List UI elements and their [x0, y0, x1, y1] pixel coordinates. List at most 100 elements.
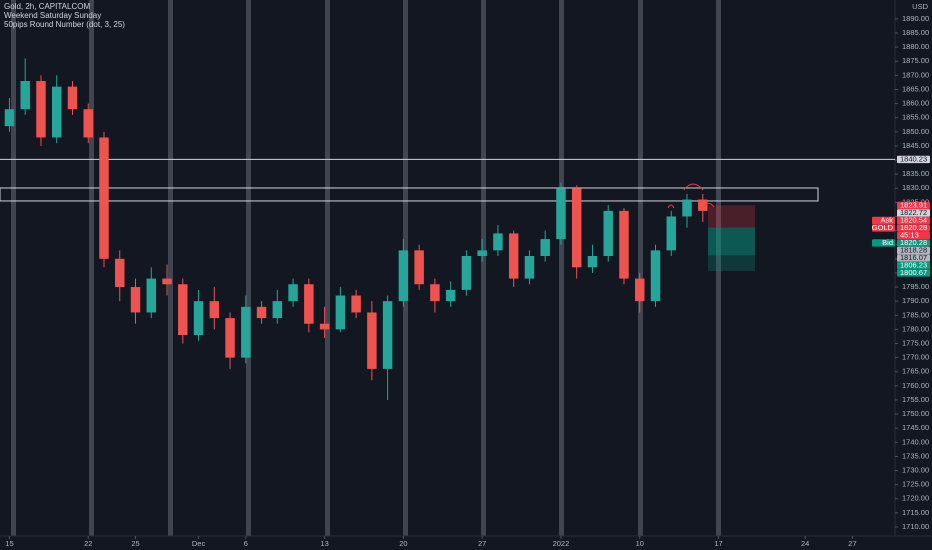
price-label: 1820.28 [900, 223, 927, 232]
candle-body [146, 278, 156, 313]
y-tick-label: 1735.00 [902, 451, 929, 460]
candle-body [130, 287, 141, 313]
price-label: 1822.72 [900, 208, 927, 217]
x-tick-label: 27 [848, 539, 856, 548]
y-tick-label: 1775.00 [902, 338, 929, 347]
candle-body [241, 306, 251, 358]
y-tick-label: 1845.00 [902, 141, 929, 150]
price-tag-box [872, 239, 895, 247]
y-tick-label: 1730.00 [902, 466, 929, 475]
y-tick-label: 1795.00 [902, 282, 929, 291]
price-label: 1816.07 [900, 253, 927, 262]
weekend-bar [11, 0, 16, 536]
price-label: 45:13 [900, 230, 919, 239]
candle-body [619, 210, 629, 279]
price-label-box [897, 269, 930, 277]
weekend-bar [89, 0, 94, 536]
y-tick-label: 1790.00 [902, 296, 929, 305]
x-tick-label: 25 [131, 539, 139, 548]
x-tick-label: 6 [244, 539, 248, 548]
candle-body [115, 258, 125, 288]
y-tick-label: 1830.00 [902, 183, 929, 192]
price-label-box [897, 254, 930, 262]
candle-body [587, 256, 598, 268]
price-label: 1800.67 [900, 268, 927, 277]
candle-body [178, 284, 188, 336]
weekend-bar [246, 0, 251, 536]
annotation-arc [703, 203, 715, 208]
price-label-box [897, 155, 930, 164]
y-tick-label: 1750.00 [902, 409, 929, 418]
x-tick-label: Dec [192, 539, 206, 548]
price-label: 1820.28 [900, 238, 927, 247]
candle-body [666, 216, 676, 251]
y-tick-label: 1760.00 [902, 381, 929, 390]
weekend-bars [11, 0, 721, 536]
candle-body [272, 301, 283, 319]
y-tick-label: 1785.00 [902, 310, 929, 319]
y-tick-label: 1745.00 [902, 423, 929, 432]
candle-body [493, 233, 503, 251]
price-tag-box [872, 216, 895, 225]
weekend-bar [638, 0, 643, 536]
candle-body [36, 81, 46, 138]
weekend-bar [168, 0, 173, 536]
candle-body [477, 250, 487, 257]
y-tick-label: 1850.00 [902, 127, 929, 136]
price-label-box [897, 216, 930, 225]
indicator-name: Weekend Saturday Sunday [4, 11, 101, 20]
candle-body [67, 86, 78, 110]
candle-body [635, 278, 645, 302]
x-tick-label: 27 [478, 539, 486, 548]
candle-body [430, 284, 440, 302]
candle-body [319, 323, 330, 330]
price-label-box [897, 239, 930, 247]
y-tick-label: 1780.00 [902, 324, 929, 333]
candle-body [256, 306, 267, 319]
candle-body [51, 86, 62, 138]
candle-body [461, 256, 472, 290]
y-tick-label: 1860.00 [902, 99, 929, 108]
stop-zone [708, 205, 755, 228]
candle-body [4, 109, 15, 127]
candle-body [367, 312, 377, 369]
x-tick-label: 15 [5, 539, 13, 548]
weekend-bar [716, 0, 721, 536]
candle-body [99, 137, 109, 259]
y-tick-label: 1720.00 [902, 494, 929, 503]
target-fill [708, 227, 755, 256]
x-tick-label: 17 [714, 539, 722, 548]
price-tag: GOLD [872, 223, 894, 232]
candle-body [445, 289, 456, 302]
y-tick-label: 1715.00 [902, 508, 929, 517]
annotation-arc [667, 204, 675, 209]
weekend-bar [325, 0, 330, 536]
y-tick-label: 1755.00 [902, 395, 929, 404]
price-tag: Bid [882, 238, 893, 247]
y-tick-label: 1880.00 [902, 42, 929, 51]
candle-body [508, 233, 519, 279]
candle-body [304, 284, 314, 324]
y-tick-label: 1765.00 [902, 367, 929, 376]
candle-body [524, 256, 535, 279]
price-label-box [897, 261, 930, 270]
candle-body [193, 301, 204, 336]
candle-body [571, 188, 582, 268]
y-tick-label: 1885.00 [902, 28, 929, 37]
y-tick-label: 1740.00 [902, 437, 929, 446]
candle-body [682, 199, 692, 217]
price-tag: Ask [880, 215, 893, 224]
candle-body [288, 284, 298, 302]
currency: USD [912, 2, 928, 11]
candle-body [335, 295, 346, 330]
candle-body [414, 250, 424, 285]
candle-body [209, 301, 220, 319]
weekend-bar [559, 0, 564, 536]
price-label: 1806.23 [900, 260, 927, 269]
x-tick-label: 22 [84, 539, 92, 548]
candle-body [20, 81, 30, 110]
candle-body [162, 278, 172, 285]
price-label-box [897, 224, 930, 232]
y-tick-label: 1770.00 [902, 353, 929, 362]
